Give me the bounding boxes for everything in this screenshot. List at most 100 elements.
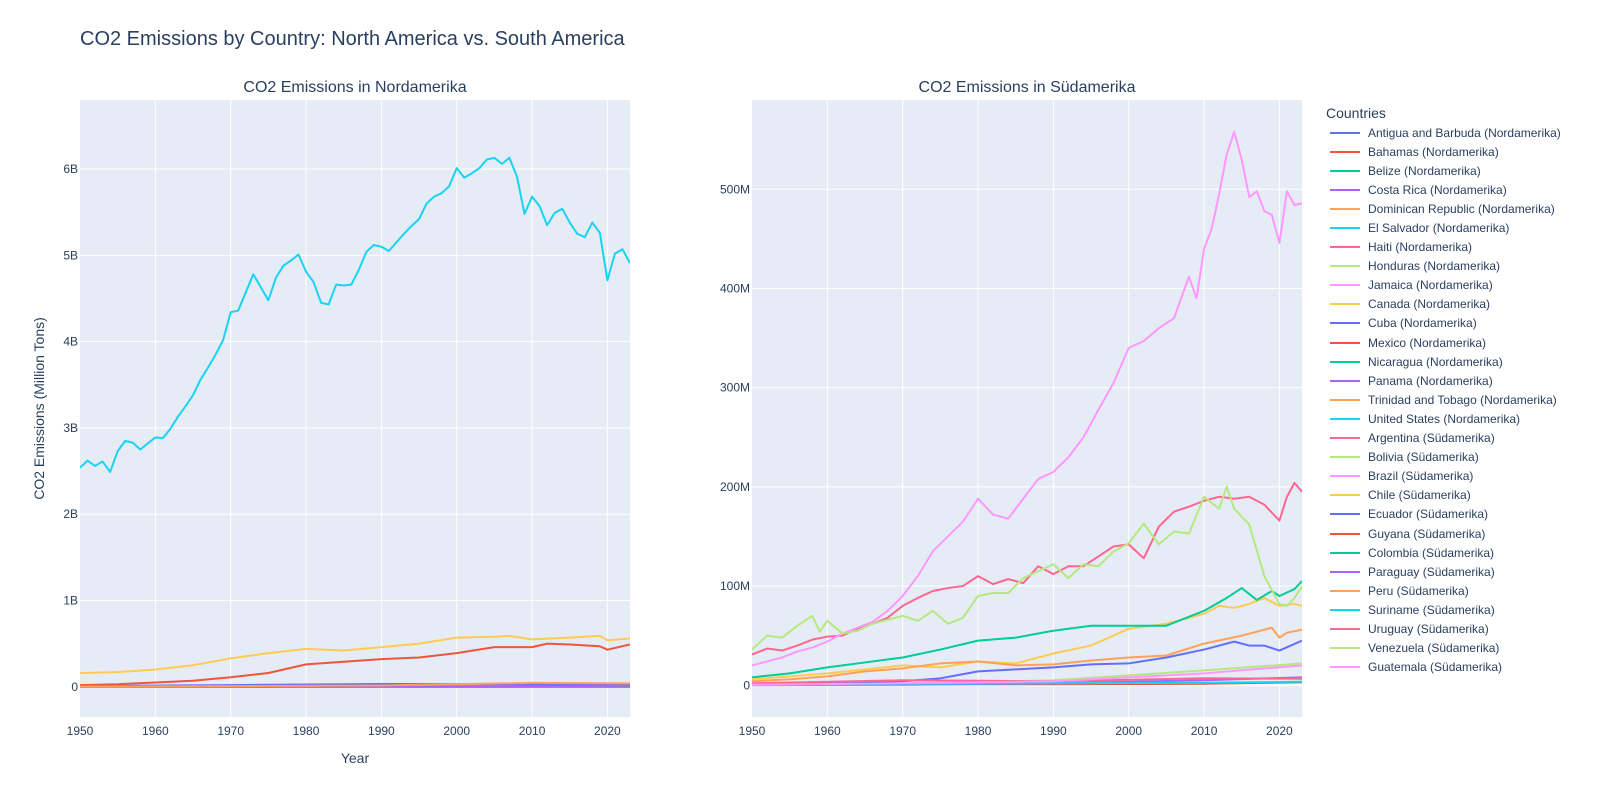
plot-background <box>752 100 1302 717</box>
legend-item[interactable]: Cuba (Nordamerika) <box>1326 314 1596 333</box>
legend-item[interactable]: Colombia (Südamerika) <box>1326 543 1596 562</box>
x-tick-label: 2010 <box>1191 724 1218 738</box>
legend-label: Honduras (Nordamerika) <box>1368 259 1501 274</box>
legend-item[interactable]: Trinidad and Tobago (Nordamerika) <box>1326 390 1596 409</box>
plot-background <box>80 100 630 717</box>
series-line-0-11[interactable] <box>80 642 630 687</box>
legend-item[interactable]: Ecuador (Südamerika) <box>1326 505 1596 524</box>
legend-label: Jamaica (Nordamerika) <box>1368 278 1493 293</box>
series-line-1-6[interactable] <box>752 580 1302 679</box>
legend-label: Venezuela (Südamerika) <box>1368 641 1500 656</box>
legend-swatch <box>1330 417 1360 420</box>
legend-label: Dominican Republic (Nordamerika) <box>1368 201 1555 216</box>
legend-label: El Salvador (Nordamerika) <box>1368 221 1510 236</box>
series-line-1-2[interactable] <box>752 130 1302 667</box>
y-tick-label: 0 <box>71 680 78 694</box>
legend-swatch <box>1330 475 1360 478</box>
legend-swatch <box>1330 398 1360 401</box>
legend-swatch <box>1330 532 1360 535</box>
series-line-1-8[interactable] <box>752 626 1302 683</box>
legend-label: Nicaragua (Nordamerika) <box>1368 354 1503 369</box>
legend-label: Colombia (Südamerika) <box>1368 545 1495 560</box>
legend-item[interactable]: Guatemala (Südamerika) <box>1326 658 1596 677</box>
legend-label: Costa Rica (Nordamerika) <box>1368 182 1507 197</box>
legend-item[interactable]: Mexico (Nordamerika) <box>1326 333 1596 352</box>
legend[interactable]: Countries Antigua and Barbuda (Nordameri… <box>1326 103 1596 677</box>
legend-swatch <box>1330 207 1360 210</box>
legend-item[interactable]: Honduras (Nordamerika) <box>1326 257 1596 276</box>
legend-item[interactable]: El Salvador (Nordamerika) <box>1326 218 1596 237</box>
series-line-0-15[interactable] <box>80 156 630 473</box>
legend-item[interactable]: Chile (Südamerika) <box>1326 486 1596 505</box>
legend-item[interactable]: Dominican Republic (Nordamerika) <box>1326 199 1596 218</box>
legend-label: Guyana (Südamerika) <box>1368 526 1486 541</box>
legend-item[interactable]: Panama (Nordamerika) <box>1326 371 1596 390</box>
legend-label: Cuba (Nordamerika) <box>1368 316 1477 331</box>
legend-swatch <box>1330 227 1360 230</box>
legend-label: Suriname (Südamerika) <box>1368 602 1495 617</box>
x-tick-label: 1990 <box>1040 724 1067 738</box>
legend-label: Bolivia (Südamerika) <box>1368 450 1479 465</box>
x-tick-label: 1970 <box>217 724 244 738</box>
x-tick-label: 1980 <box>965 724 992 738</box>
legend-swatch <box>1330 551 1360 554</box>
legend-swatch <box>1330 265 1360 268</box>
legend-item[interactable]: Peru (Südamerika) <box>1326 581 1596 600</box>
legend-item[interactable]: Paraguay (Südamerika) <box>1326 562 1596 581</box>
legend-item[interactable]: Suriname (Südamerika) <box>1326 600 1596 619</box>
x-tick-label: 2020 <box>1266 724 1293 738</box>
legend-swatch <box>1330 150 1360 153</box>
series-line-1-12[interactable] <box>752 664 1302 686</box>
series-lines <box>80 156 630 688</box>
series-line-1-11[interactable] <box>752 485 1302 651</box>
legend-swatch <box>1330 647 1360 650</box>
y-tick-label: 2B <box>63 507 78 521</box>
legend-label: Trinidad and Tobago (Nordamerika) <box>1368 392 1557 407</box>
legend-swatch <box>1330 303 1360 306</box>
legend-item[interactable]: Bahamas (Nordamerika) <box>1326 142 1596 161</box>
legend-item[interactable]: Belize (Nordamerika) <box>1326 161 1596 180</box>
y-tick-label: 300M <box>720 381 750 395</box>
legend-item[interactable]: Antigua and Barbuda (Nordamerika) <box>1326 123 1596 142</box>
legend-label: Canada (Nordamerika) <box>1368 297 1491 312</box>
legend-item[interactable]: Nicaragua (Nordamerika) <box>1326 352 1596 371</box>
x-tick-label: 1960 <box>814 724 841 738</box>
y-tick-label: 5B <box>63 248 78 262</box>
legend-item[interactable]: Jamaica (Nordamerika) <box>1326 276 1596 295</box>
legend-item[interactable]: Venezuela (Südamerika) <box>1326 639 1596 658</box>
x-tick-label: 1950 <box>739 724 766 738</box>
legend-swatch <box>1330 666 1360 669</box>
series-line-1-3[interactable] <box>752 596 1302 681</box>
x-tick-label: 2020 <box>594 724 621 738</box>
legend-items[interactable]: Antigua and Barbuda (Nordamerika) Bahamas… <box>1326 123 1596 677</box>
legend-item[interactable]: Bolivia (Südamerika) <box>1326 448 1596 467</box>
legend-item[interactable]: Costa Rica (Nordamerika) <box>1326 180 1596 199</box>
legend-swatch <box>1330 589 1360 592</box>
series-line-0-14[interactable] <box>80 681 630 688</box>
legend-item[interactable]: Brazil (Südamerika) <box>1326 467 1596 486</box>
y-tick-label: 400M <box>720 281 750 295</box>
legend-label: Guatemala (Südamerika) <box>1368 660 1503 675</box>
series-line-0-9[interactable] <box>80 634 630 674</box>
x-tick-label: 1980 <box>293 724 320 738</box>
legend-swatch <box>1330 246 1360 249</box>
legend-item[interactable]: Argentina (Südamerika) <box>1326 429 1596 448</box>
legend-item[interactable]: United States (Nordamerika) <box>1326 409 1596 428</box>
legend-label: Argentina (Südamerika) <box>1368 431 1495 446</box>
legend-swatch <box>1330 608 1360 611</box>
legend-swatch <box>1330 131 1360 134</box>
legend-item[interactable]: Haiti (Nordamerika) <box>1326 238 1596 257</box>
legend-swatch <box>1330 437 1360 440</box>
y-axis-title: CO2 Emissions (Million Tons) <box>31 317 47 500</box>
legend-item[interactable]: Canada (Nordamerika) <box>1326 295 1596 314</box>
y-tick-label: 200M <box>720 480 750 494</box>
y-tick-label: 3B <box>63 421 78 435</box>
legend-swatch <box>1330 284 1360 287</box>
subplot-title: CO2 Emissions in Südamerika <box>919 79 1136 96</box>
x-tick-label: 1960 <box>142 724 169 738</box>
legend-label: Antigua and Barbuda (Nordamerika) <box>1368 125 1561 140</box>
y-tick-label: 4B <box>63 335 78 349</box>
legend-item[interactable]: Uruguay (Südamerika) <box>1326 619 1596 638</box>
legend-item[interactable]: Guyana (Südamerika) <box>1326 524 1596 543</box>
legend-label: Chile (Südamerika) <box>1368 488 1471 503</box>
